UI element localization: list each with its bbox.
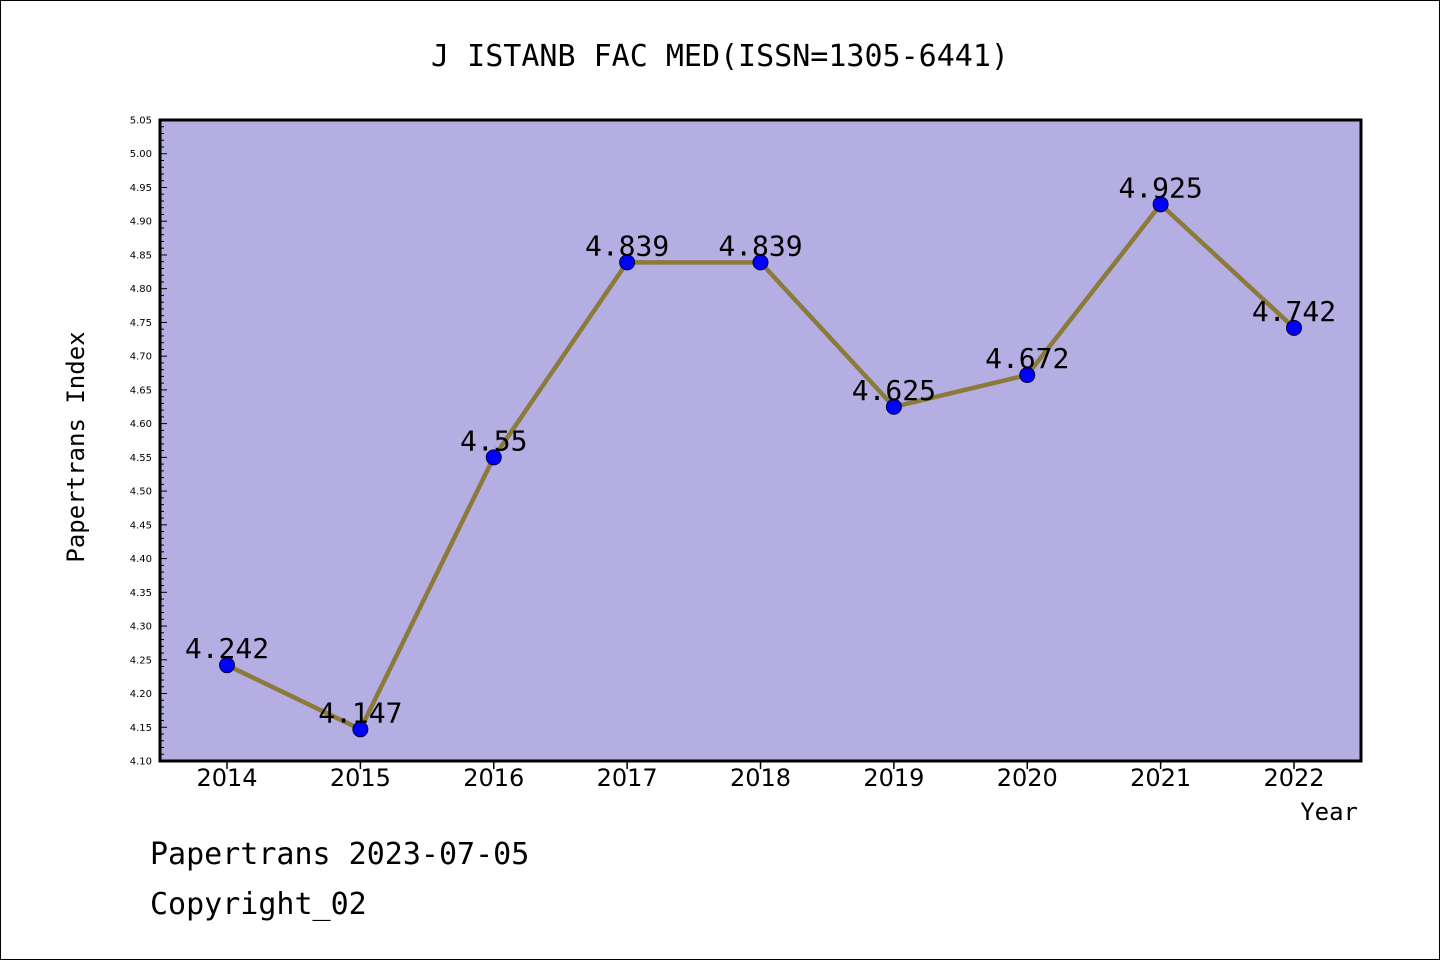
series-segment (891, 372, 1030, 410)
y-tick-label: 4.65 (130, 385, 152, 396)
y-axis-label: Papertrans Index (62, 331, 90, 562)
data-point (219, 657, 235, 674)
x-tick-label: 2016 (463, 764, 524, 792)
x-tick-label: 2022 (1263, 764, 1324, 792)
y-tick-label: 4.60 (130, 419, 152, 430)
x-tick-label: 2021 (1130, 764, 1191, 792)
x-tick-label: 2017 (597, 764, 658, 792)
data-label: 4.625 (852, 374, 936, 407)
x-tick-label: 2014 (196, 764, 257, 792)
series-segment (224, 662, 363, 732)
y-tick-label: 4.10 (130, 757, 152, 768)
y-tick-label: 4.45 (130, 520, 152, 531)
series-segment (1158, 202, 1297, 331)
x-tick-label: 2019 (863, 764, 924, 792)
y-tick-label: 4.20 (130, 689, 152, 700)
footer-copyright: Copyright_02 (150, 887, 367, 922)
y-tick-label: 4.15 (130, 723, 152, 734)
y-tick-label: 5.05 (130, 116, 152, 127)
data-point (1019, 367, 1036, 384)
data-label: 4.147 (318, 696, 402, 729)
y-tick-label: 4.75 (130, 318, 152, 329)
y-tick-label: 5.00 (130, 149, 152, 160)
plot-area (158, 118, 1363, 763)
chart-title: J ISTANB FAC MED(ISSN=1305-6441) (431, 39, 1009, 74)
series-segment (491, 260, 630, 460)
data-label: 4.55 (460, 424, 527, 457)
data-point (1152, 196, 1169, 213)
series-line (224, 202, 1297, 732)
series-segment (1025, 202, 1163, 378)
x-axis: 2014 2015 2016 2017 2018 2019 2020 2021 2022 (196, 761, 1325, 792)
data-point (1286, 319, 1302, 336)
data-point (885, 398, 902, 415)
y-tick-label: 4.25 (130, 655, 152, 666)
x-tick-label: 2015 (330, 764, 391, 792)
y-axis: 4.10 4.15 4.20 4.25 4.30 4.35 4.40 4.45 4.50 4.55… (130, 116, 167, 768)
data-point (485, 449, 502, 466)
data-point (619, 254, 636, 271)
x-axis-label: Year (1300, 798, 1358, 826)
data-labels: 4.242 4.147 4.55 4.839 4.839 4.625 4.672 4.925 4… (185, 171, 1336, 729)
data-label: 4.839 (718, 229, 802, 262)
y-tick-label: 4.50 (130, 487, 152, 498)
y-tick-label: 4.85 (130, 250, 152, 261)
y-tick-label: 4.90 (130, 217, 152, 228)
y-tick-label: 4.70 (130, 352, 152, 363)
series-segment (758, 260, 897, 410)
y-tick-label: 4.40 (130, 554, 152, 565)
data-label: 4.242 (185, 632, 269, 665)
y-tick-label: 4.30 (130, 622, 152, 633)
y-tick-label: 4.80 (130, 284, 152, 295)
data-label: 4.742 (1252, 295, 1336, 328)
y-tick-label: 4.95 (130, 183, 152, 194)
data-point (752, 254, 769, 271)
y-tick-label: 4.35 (130, 588, 152, 599)
x-tick-label: 2020 (997, 764, 1058, 792)
footer-date: Papertrans 2023-07-05 (150, 837, 529, 872)
data-markers (219, 196, 1302, 738)
y-tick-label: 4.55 (130, 453, 152, 464)
data-point (352, 721, 369, 738)
data-label: 4.925 (1118, 171, 1202, 204)
series-segment (358, 455, 496, 732)
data-label: 4.839 (585, 229, 669, 262)
x-tick-label: 2018 (730, 764, 791, 792)
data-label: 4.672 (985, 342, 1069, 375)
